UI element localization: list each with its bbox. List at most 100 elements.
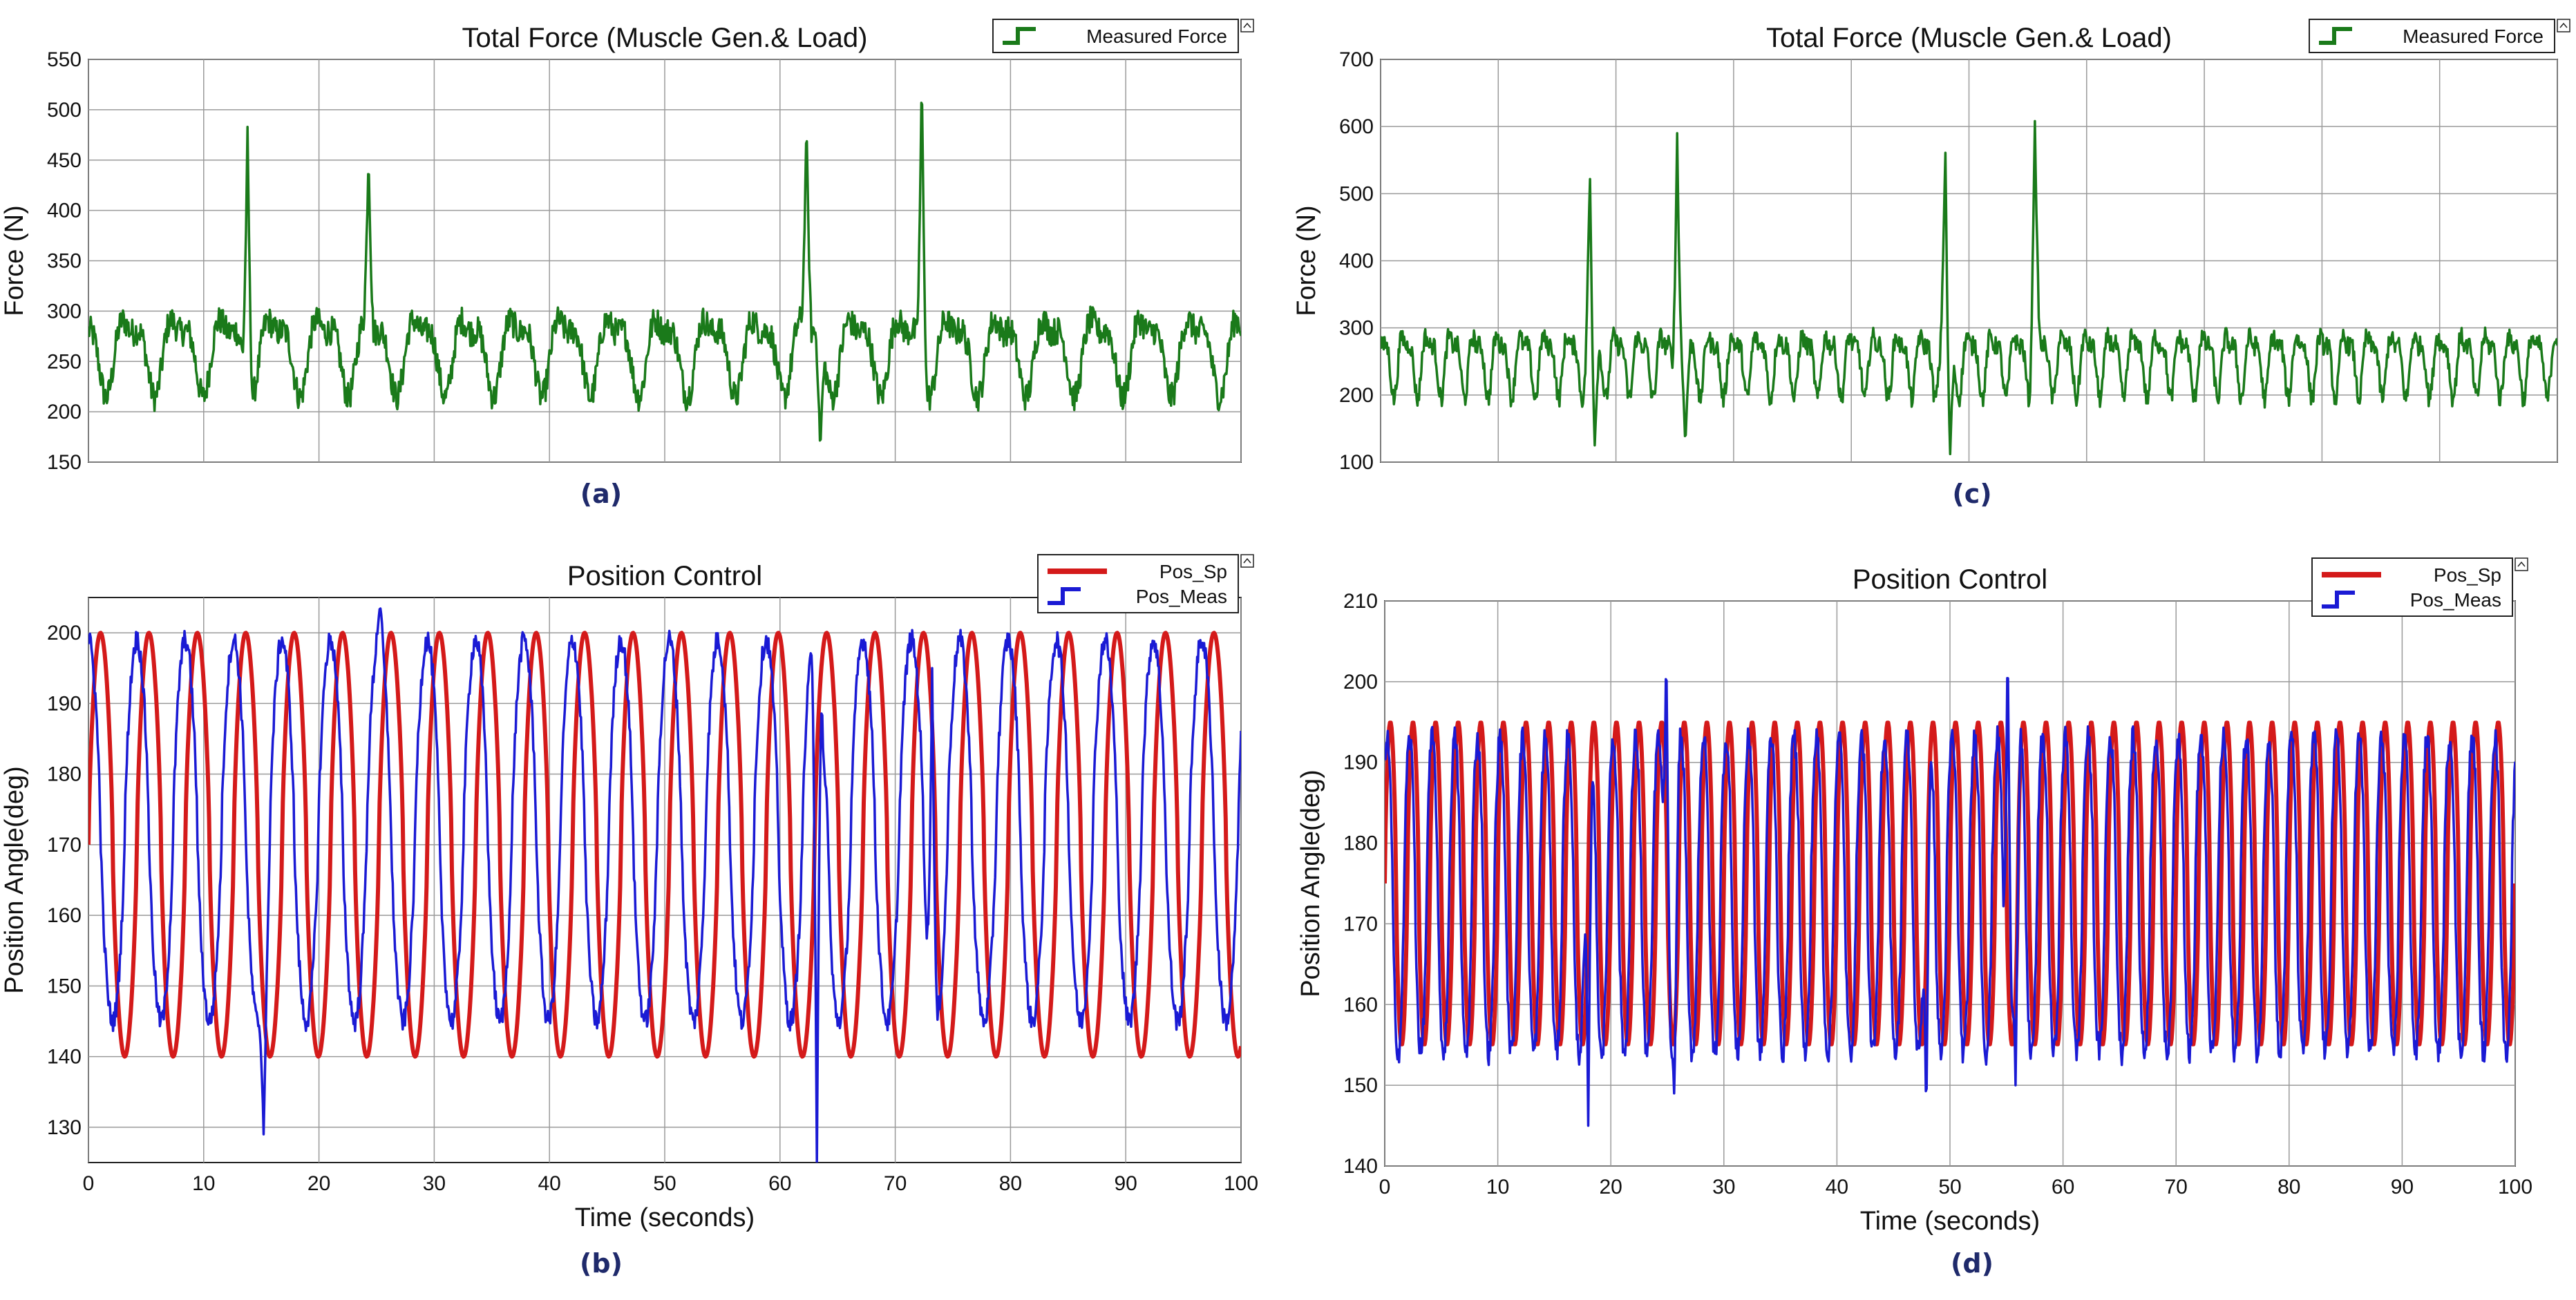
legend-swatch xyxy=(2322,591,2355,609)
y-axis-label: Position Angle(deg) xyxy=(0,766,29,994)
y-tick-label: 150 xyxy=(1343,1074,1378,1097)
y-tick-label: 200 xyxy=(47,401,82,423)
y-tick-label: 190 xyxy=(1343,752,1378,774)
y-tick-label: 500 xyxy=(1339,182,1374,205)
x-tick-label: 100 xyxy=(1224,1172,1258,1195)
legend-swatch xyxy=(1048,587,1081,605)
y-tick-label: 200 xyxy=(47,622,82,644)
series-line-pos-meas xyxy=(88,607,1241,1163)
y-tick-label: 200 xyxy=(1343,671,1378,694)
y-tick-label: 600 xyxy=(1339,115,1374,138)
y-tick-label: 550 xyxy=(47,48,82,71)
legend-swatch xyxy=(1003,27,1036,45)
x-tick-label: 80 xyxy=(2277,1176,2300,1198)
legend-label: Pos_Sp xyxy=(1159,561,1227,582)
legend-label: Pos_Meas xyxy=(2410,589,2501,611)
y-tick-label: 200 xyxy=(1339,384,1374,407)
caption-a: (a) xyxy=(580,479,622,509)
x-tick-label: 60 xyxy=(2052,1176,2074,1198)
legend-box xyxy=(992,19,1239,53)
y-tick-label: 170 xyxy=(1343,912,1378,935)
chart-title: Position Control xyxy=(1853,564,2047,595)
y-tick-label: 180 xyxy=(1343,832,1378,855)
y-tick-label: 130 xyxy=(47,1116,82,1139)
chart-d: 140 150 160 170 180 190 200 210 0 10 20 30 40 50 60 70 8… xyxy=(1296,557,2532,1279)
x-tick-label: 40 xyxy=(538,1172,561,1195)
x-tick-label: 20 xyxy=(307,1172,330,1195)
restore-icon-glyph xyxy=(2517,561,2526,567)
y-tick-label: 400 xyxy=(47,200,82,222)
x-axis-label: Time (seconds) xyxy=(1860,1207,2040,1236)
y-tick-label: 350 xyxy=(47,250,82,273)
x-tick-label: 10 xyxy=(192,1172,215,1195)
x-tick-label: 30 xyxy=(423,1172,446,1195)
x-tick-label: 40 xyxy=(1826,1176,1848,1198)
caption-d: (d) xyxy=(1951,1248,1993,1279)
legend-box xyxy=(2311,557,2513,617)
y-tick-label: 210 xyxy=(1343,590,1378,613)
chart-title: Total Force (Muscle Gen.& Load) xyxy=(462,23,868,53)
restore-icon-glyph xyxy=(1243,22,1251,28)
series-line-measured-force xyxy=(88,102,1241,442)
chart-b: 130 140 150 160 170 180 190 200 0 10 20 30 40 50 60 70 8… xyxy=(0,554,1258,1279)
y-tick-label: 180 xyxy=(47,763,82,786)
legend-label: Measured Force xyxy=(1086,26,1227,47)
legend-label: Measured Force xyxy=(2403,26,2544,47)
y-tick-label: 450 xyxy=(47,149,82,172)
legend-label: Pos_Meas xyxy=(1136,586,1227,607)
restore-icon-glyph xyxy=(2559,22,2568,28)
y-tick-label: 140 xyxy=(1343,1155,1378,1178)
chart-title: Total Force (Muscle Gen.& Load) xyxy=(1766,23,2172,53)
restore-icon[interactable] xyxy=(1240,19,1254,32)
y-tick-label: 150 xyxy=(47,451,82,474)
y-tick-label: 400 xyxy=(1339,250,1374,273)
x-tick-label: 30 xyxy=(1712,1176,1735,1198)
x-axis-label: Time (seconds) xyxy=(575,1203,755,1232)
y-tick-label: 500 xyxy=(47,99,82,122)
x-tick-label: 70 xyxy=(2165,1176,2188,1198)
restore-icon[interactable] xyxy=(1240,554,1254,568)
series-line-measured-force xyxy=(1381,120,2557,456)
x-tick-label: 50 xyxy=(1938,1176,1961,1198)
restore-icon[interactable] xyxy=(2515,557,2528,571)
y-tick-label: 100 xyxy=(1339,451,1374,474)
x-tick-label: 10 xyxy=(1486,1176,1509,1198)
x-tick-label: 80 xyxy=(999,1172,1022,1195)
chart-title: Position Control xyxy=(567,561,762,591)
x-tick-label: 0 xyxy=(83,1172,95,1195)
x-tick-label: 60 xyxy=(768,1172,791,1195)
chart-a: 150 200 250 300 350 400 450 500 550 Force (N) Tota… xyxy=(0,19,1254,509)
caption-c: (c) xyxy=(1952,479,1991,509)
y-tick-label: 300 xyxy=(47,300,82,323)
caption-b: (b) xyxy=(580,1248,623,1279)
y-tick-label: 150 xyxy=(47,975,82,997)
x-tick-label: 0 xyxy=(1379,1176,1391,1198)
y-tick-label: 190 xyxy=(47,692,82,715)
restore-icon-glyph xyxy=(1243,557,1251,564)
legend-swatch xyxy=(2319,27,2352,45)
x-tick-label: 90 xyxy=(1115,1172,1137,1195)
y-tick-label: 250 xyxy=(47,350,82,373)
x-tick-label: 100 xyxy=(2498,1176,2532,1198)
legend-box xyxy=(1037,554,1239,613)
legend-box xyxy=(2309,19,2555,53)
y-tick-label: 160 xyxy=(47,904,82,927)
y-axis-label: Force (N) xyxy=(1292,205,1321,316)
y-tick-label: 140 xyxy=(47,1046,82,1069)
restore-icon[interactable] xyxy=(2557,19,2570,32)
legend-label: Pos_Sp xyxy=(2434,564,2501,586)
y-tick-label: 170 xyxy=(47,834,82,857)
x-tick-label: 70 xyxy=(884,1172,907,1195)
series-line-pos-meas xyxy=(1385,676,2515,1127)
x-tick-label: 50 xyxy=(653,1172,676,1195)
y-axis-label: Position Angle(deg) xyxy=(1296,770,1325,997)
x-tick-label: 90 xyxy=(2391,1176,2414,1198)
chart-c: 100 200 300 400 500 600 700 Force (N) Total Forc… xyxy=(1292,19,2570,509)
y-tick-label: 160 xyxy=(1343,993,1378,1016)
y-tick-label: 700 xyxy=(1339,48,1374,71)
x-tick-label: 20 xyxy=(1600,1176,1622,1198)
y-axis-label: Force (N) xyxy=(0,205,29,316)
series-line-pos-sp xyxy=(88,631,1241,1059)
y-tick-label: 300 xyxy=(1339,317,1374,340)
